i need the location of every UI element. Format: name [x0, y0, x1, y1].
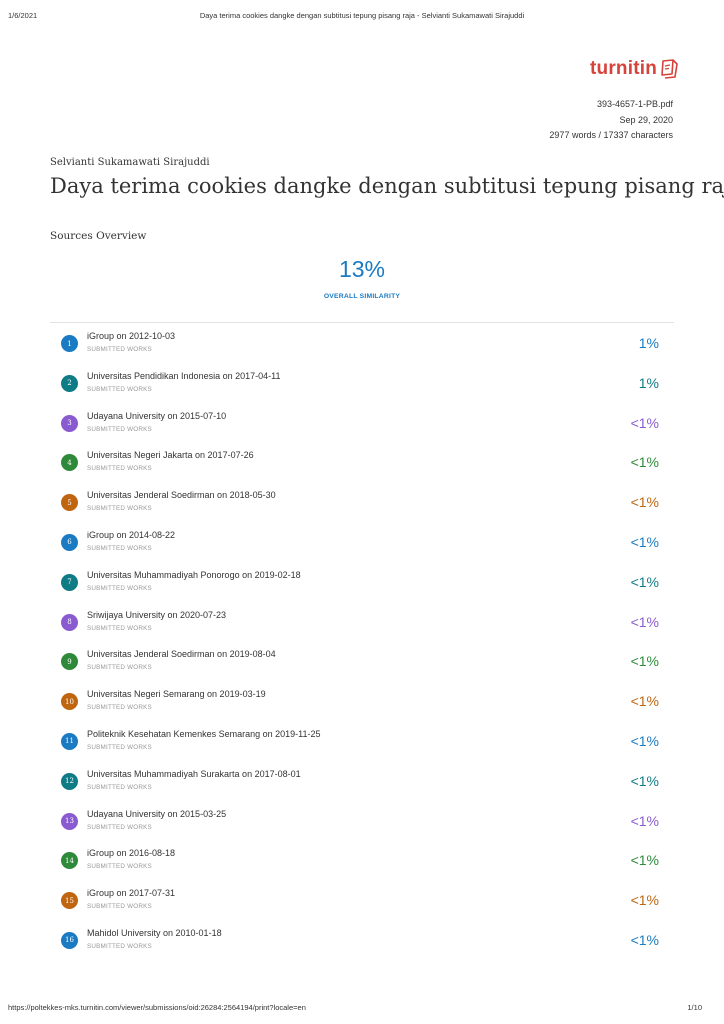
source-type: SUBMITTED WORKS	[87, 942, 152, 950]
source-percent: <1%	[630, 573, 659, 590]
source-row[interactable]: 7 Universitas Muhammadiyah Ponorogo on 20…	[50, 563, 674, 603]
source-row[interactable]: 6 iGroup on 2014-08-22 SUBMITTED WORKS <1%	[50, 523, 674, 563]
source-row[interactable]: 12 Universitas Muhammadiyah Surakarta on …	[50, 762, 674, 802]
source-number-badge: 15	[61, 892, 78, 910]
source-number-badge: 7	[61, 573, 78, 591]
source-name: Sriwijaya University on 2020-07-23	[87, 609, 227, 620]
source-percent: <1%	[630, 414, 659, 431]
overall-similarity-label: OVERALL SIMILARITY	[323, 293, 401, 300]
source-type: SUBMITTED WORKS	[87, 743, 152, 751]
source-name: Universitas Pendidikan Indonesia on 2017…	[87, 370, 281, 381]
source-type: SUBMITTED WORKS	[87, 783, 152, 791]
file-date: Sep 29, 2020	[619, 114, 673, 125]
source-percent: <1%	[630, 812, 659, 829]
source-row[interactable]: 8 Sriwijaya University on 2020-07-23 SUBMI…	[50, 603, 674, 643]
source-number-badge: 10	[61, 693, 78, 711]
source-type: SUBMITTED WORKS	[87, 346, 152, 353]
source-percent: <1%	[630, 454, 659, 471]
sources-overview-heading: Sources Overview	[50, 230, 147, 242]
source-name: iGroup on 2017-07-31	[87, 888, 176, 899]
source-number-badge: 4	[61, 454, 78, 472]
source-number-badge: 9	[61, 653, 78, 671]
source-row[interactable]: 15 iGroup on 2017-07-31 SUBMITTED WORKS <1%	[50, 881, 674, 921]
source-percent: <1%	[630, 613, 659, 630]
source-row[interactable]: 13 Udayana University on 2015-03-25 SUBMIT…	[50, 802, 674, 842]
source-row[interactable]: 16 Mahidol University on 2010-01-18 SUBMIT…	[50, 921, 674, 961]
print-page-number: 1/10	[687, 1003, 702, 1012]
source-percent: <1%	[630, 732, 659, 749]
source-percent: <1%	[630, 852, 659, 869]
source-percent: <1%	[630, 494, 659, 511]
source-row[interactable]: 11 Politeknik Kesehatan Kemenkes Semarang…	[50, 722, 674, 762]
print-date: 1/6/2021	[8, 11, 38, 20]
source-name: iGroup on 2016-08-18	[87, 848, 176, 859]
logo-text: turnitin	[590, 58, 658, 79]
source-name: Universitas Muhammadiyah Ponorogo on 201…	[87, 569, 301, 580]
source-type: SUBMITTED WORKS	[87, 704, 152, 712]
source-name: iGroup on 2012-10-03	[87, 331, 176, 341]
source-type: SUBMITTED WORKS	[87, 823, 152, 831]
overall-similarity-percent: 13%	[338, 256, 386, 282]
source-row[interactable]: 4 Universitas Negeri Jakarta on 2017-07-2…	[50, 443, 674, 483]
source-row[interactable]: 10 Universitas Negeri Semarang on 2019-03…	[50, 682, 674, 722]
source-percent: <1%	[630, 653, 659, 670]
print-page-title: Daya terima cookies dangke dengan subtit…	[199, 11, 525, 20]
source-row[interactable]: 3 Udayana University on 2015-07-10 SUBMITT…	[50, 404, 674, 444]
source-row[interactable]: 14 iGroup on 2016-08-18 SUBMITTED WORKS <1%	[50, 841, 674, 881]
file-counts: 2977 words / 17337 characters	[549, 130, 673, 140]
source-number-badge: 11	[61, 732, 78, 750]
source-number-badge: 12	[61, 772, 78, 790]
source-number-badge: 13	[61, 812, 78, 830]
source-name: Mahidol University on 2010-01-18	[87, 927, 222, 938]
source-name: Universitas Muhammadiyah Surakarta on 20…	[87, 768, 301, 779]
source-number-badge: 16	[61, 931, 78, 949]
source-type: SUBMITTED WORKS	[87, 505, 152, 513]
source-name: Universitas Negeri Jakarta on 2017-07-26	[87, 450, 254, 461]
print-url: https://poltekkes-mks.turnitin.com/viewe…	[8, 1003, 306, 1012]
source-percent: <1%	[630, 892, 659, 909]
source-row[interactable]: 1 iGroup on 2012-10-03 SUBMITTED WORKS 1%	[50, 324, 674, 364]
source-name: Universitas Jenderal Soedirman on 2018-0…	[87, 490, 276, 501]
source-name: iGroup on 2014-08-22	[87, 529, 176, 540]
source-number-badge: 3	[61, 414, 78, 432]
source-type: SUBMITTED WORKS	[87, 425, 152, 433]
source-row[interactable]: 9 Universitas Jenderal Soedirman on 2019-…	[50, 642, 674, 682]
source-number-badge: 8	[61, 613, 78, 631]
author-name: Selvianti Sukamawati Sirajuddi	[50, 157, 210, 168]
source-type: SUBMITTED WORKS	[87, 863, 152, 871]
source-percent: <1%	[630, 931, 659, 948]
source-percent: <1%	[630, 693, 659, 710]
turnitin-logo-icon	[661, 59, 678, 79]
document-title: Daya terima cookies dangke dengan subtit…	[50, 174, 724, 198]
source-type: SUBMITTED WORKS	[87, 903, 152, 911]
source-type: SUBMITTED WORKS	[87, 385, 152, 393]
source-row[interactable]: 5 Universitas Jenderal Soedirman on 2018-…	[50, 483, 674, 523]
source-type: SUBMITTED WORKS	[87, 544, 152, 552]
source-name: Udayana University on 2015-07-10	[87, 410, 227, 421]
file-name: 393-4657-1-PB.pdf	[596, 99, 673, 109]
source-number-badge: 2	[61, 374, 78, 392]
source-number-badge: 6	[61, 533, 78, 551]
turnitin-logo: turnitin	[590, 56, 679, 82]
source-number-badge: 5	[61, 494, 78, 512]
source-type: SUBMITTED WORKS	[87, 624, 152, 632]
source-name: Politeknik Kesehatan Kemenkes Semarang o…	[87, 728, 321, 739]
source-name: Universitas Jenderal Soedirman on 2019-0…	[87, 649, 276, 660]
source-name: Universitas Negeri Semarang on 2019-03-1…	[87, 689, 266, 700]
source-number-badge: 14	[61, 852, 78, 870]
source-row[interactable]: 2 Universitas Pendidikan Indonesia on 201…	[50, 364, 674, 404]
source-list: 1 iGroup on 2012-10-03 SUBMITTED WORKS 1% 2 U…	[50, 324, 674, 961]
source-percent: 1%	[638, 374, 659, 391]
source-percent: <1%	[630, 772, 659, 789]
source-number-badge: 1	[61, 335, 78, 352]
file-meta: 393-4657-1-PB.pdf Sep 29, 2020 2977 word…	[549, 97, 673, 144]
source-type: SUBMITTED WORKS	[87, 465, 152, 473]
source-type: SUBMITTED WORKS	[87, 664, 152, 672]
divider	[50, 322, 674, 323]
source-percent: <1%	[630, 533, 659, 550]
source-percent: 1%	[638, 335, 659, 351]
source-type: SUBMITTED WORKS	[87, 584, 152, 592]
source-name: Udayana University on 2015-03-25	[87, 808, 227, 819]
